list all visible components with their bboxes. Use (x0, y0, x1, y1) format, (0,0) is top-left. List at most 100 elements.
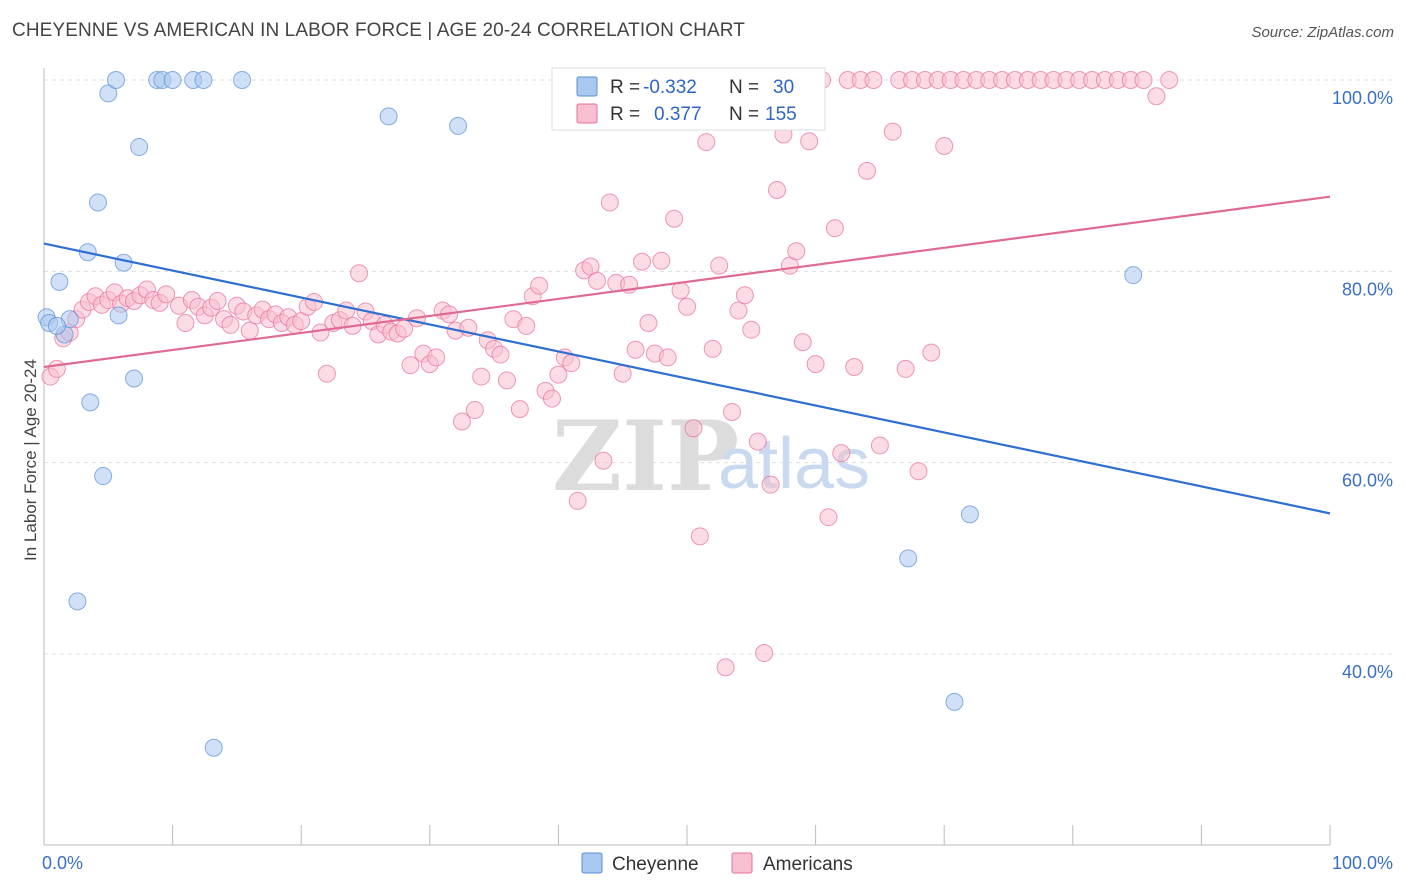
cheyenne-point (81, 393, 100, 412)
americans-point (401, 356, 420, 375)
americans-point (825, 219, 844, 238)
cheyenne-point (379, 107, 398, 126)
cheyenne-point (899, 549, 918, 568)
americans-point (510, 400, 529, 419)
americans-point (452, 412, 471, 431)
americans-point (47, 359, 66, 378)
americans-point (716, 658, 735, 677)
y-tick-label: 100.0% (1332, 88, 1393, 108)
americans-point (755, 644, 774, 663)
legend-n-value-2: 155 (765, 104, 797, 125)
source-label: Source: ZipAtlas.com (1251, 24, 1394, 41)
americans-point (806, 355, 825, 374)
axes (43, 68, 1331, 846)
cheyenne-point (960, 505, 979, 524)
americans-point (858, 161, 877, 180)
americans-point (1147, 87, 1166, 106)
americans-point (472, 367, 491, 386)
americans-point (819, 508, 838, 527)
cheyenne-point (47, 316, 66, 335)
americans-point (530, 276, 549, 295)
americans-point (562, 354, 581, 373)
bottom-legend: Cheyenne Americans (581, 852, 853, 875)
cheyenne-point (204, 738, 223, 757)
americans-point (742, 320, 761, 339)
americans-point (240, 321, 259, 340)
x-tick-label: 100.0% (1332, 853, 1393, 873)
americans-point (787, 242, 806, 261)
tick-labels: 40.0% 60.0% 80.0% 100.0% 0.0% 100.0% (42, 88, 1393, 873)
bottom-legend-cheyenne: Cheyenne (612, 854, 699, 875)
americans-point (896, 359, 915, 378)
americans-point (517, 316, 536, 335)
legend-n-value-1: 30 (773, 77, 794, 98)
chart-title: CHEYENNE VS AMERICAN IN LABOR FORCE | AG… (12, 20, 745, 41)
cheyenne-point (194, 71, 213, 89)
americans-point (465, 401, 484, 420)
americans-point (350, 264, 369, 283)
americans-point (922, 343, 941, 362)
americans-point (157, 285, 176, 304)
americans-point (748, 432, 767, 451)
bottom-legend-swatch-cheyenne (581, 852, 603, 874)
americans-point (542, 389, 561, 408)
americans-point (613, 364, 632, 383)
americans-point (935, 137, 954, 156)
americans-point (684, 419, 703, 438)
americans-point (568, 491, 587, 510)
americans-point (729, 301, 748, 320)
cheyenne-trend-line (43, 242, 1331, 515)
cheyenne-point (109, 306, 128, 325)
americans-point (665, 209, 684, 228)
americans-point (832, 444, 851, 463)
americans-point (678, 297, 696, 316)
americans-point (658, 348, 677, 367)
americans-point (587, 271, 606, 290)
americans-point (549, 365, 568, 384)
cheyenne-point (94, 467, 113, 486)
legend-swatch-cheyenne (576, 76, 598, 97)
americans-point (703, 339, 722, 358)
legend-n-label-2: N = (729, 104, 759, 125)
cheyenne-point (99, 84, 118, 103)
americans-point (883, 122, 902, 141)
americans-trend-line (43, 195, 1331, 369)
americans-point (710, 256, 729, 275)
americans-point (208, 291, 227, 310)
americans-point (317, 364, 336, 383)
legend-box: R = -0.332 N = 30 R = 0.377 N = 155 (551, 67, 826, 131)
americans-point (697, 133, 716, 152)
americans-point (690, 527, 709, 546)
americans-point (491, 345, 510, 364)
legend-swatch-americans (576, 103, 598, 124)
grid-lines (44, 79, 1392, 655)
americans-point (735, 286, 754, 305)
bottom-legend-americans: Americans (763, 854, 853, 875)
watermark-atlas: atlas (718, 424, 870, 504)
americans-point (761, 475, 780, 494)
cheyenne-point (50, 272, 69, 291)
americans-point (1134, 71, 1153, 89)
americans-point (600, 193, 619, 212)
cheyenne-point (130, 137, 149, 156)
cheyenne-point (233, 71, 252, 89)
americans-point (639, 313, 658, 332)
americans-point (1160, 71, 1179, 89)
y-tick-label: 80.0% (1342, 279, 1393, 299)
legend-r-label-2: R = (610, 104, 640, 125)
americans-point (870, 436, 889, 455)
cheyenne-point (89, 193, 108, 212)
americans-point (594, 451, 613, 470)
americans-point (176, 313, 195, 332)
cheyenne-point (449, 116, 468, 135)
cheyenne-point (163, 71, 182, 89)
americans-point (768, 181, 787, 200)
y-tick-label: 60.0% (1342, 471, 1393, 491)
americans-point (221, 315, 240, 334)
cheyenne-point (1124, 266, 1143, 285)
americans-points (41, 71, 1179, 677)
americans-point (632, 252, 651, 271)
americans-point (497, 371, 516, 390)
americans-point (723, 402, 742, 421)
